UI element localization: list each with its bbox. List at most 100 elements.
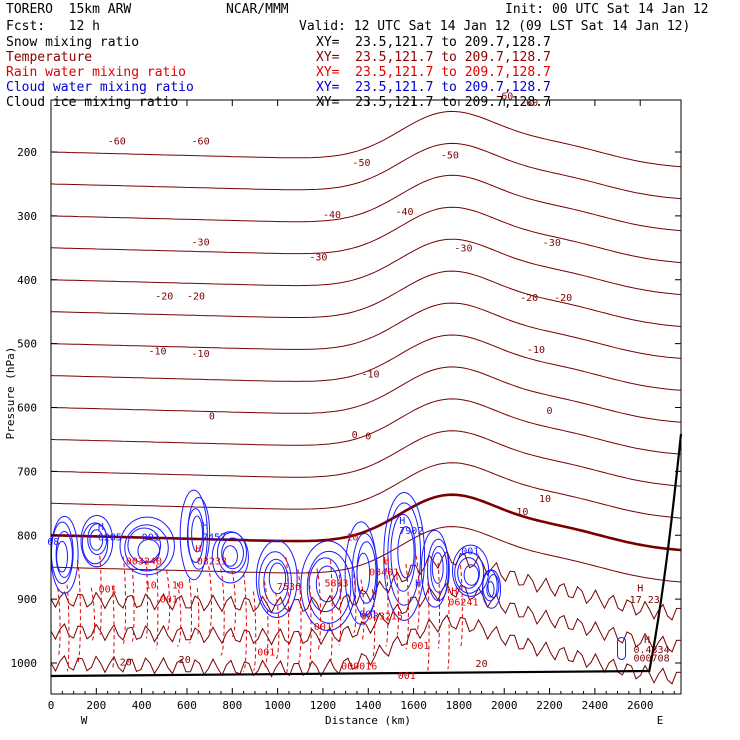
rain-water-contour xyxy=(220,568,225,656)
rain-water-contour xyxy=(66,584,70,672)
cloud-water-label: H xyxy=(98,522,104,533)
isotherm--10 xyxy=(50,430,682,487)
isotherm-label: -40 xyxy=(323,210,341,221)
cloud-water-contour xyxy=(300,540,356,632)
isotherm-5 xyxy=(50,526,682,583)
rain-water-contour xyxy=(353,574,357,634)
x-tick-label: 2200 xyxy=(536,699,563,712)
isotherm-label: 20 xyxy=(120,658,132,669)
cloud-water-contour xyxy=(457,557,480,589)
legend-xy-0: XY= 23.5,121.7 to 209.7,128.7 xyxy=(316,35,551,50)
rain-water-label: 0033215 xyxy=(361,612,403,623)
cloud-water-contour xyxy=(427,538,450,602)
isotherm-label: -20 xyxy=(155,292,173,303)
cloud-water-contour xyxy=(463,564,480,586)
rain-water-contour xyxy=(329,560,333,662)
cloud-water-contour xyxy=(430,545,448,593)
cloud-water-contour xyxy=(397,526,415,579)
isotherm-label: 0 xyxy=(547,406,553,417)
rain-water-contour xyxy=(165,570,171,632)
rain-water-contour xyxy=(122,556,127,645)
isotherm-label: 10 xyxy=(539,494,551,505)
cloud-water-contour xyxy=(87,523,108,555)
rain-water-label: 03233 xyxy=(197,557,227,568)
y-tick-label: 900 xyxy=(17,593,37,606)
isotherm-label: -10 xyxy=(148,346,166,357)
isotherm--30 xyxy=(50,302,682,359)
x-tick-label: 1000 xyxy=(264,699,291,712)
rain-water-contour xyxy=(447,582,450,670)
cloud-water-label: 7457 xyxy=(202,532,226,543)
rain-water-label: 001 xyxy=(257,647,275,658)
rain-water-label: 5893 xyxy=(324,578,348,589)
rain-water-label: 03401 xyxy=(369,567,399,578)
x-tick-label: 600 xyxy=(177,699,197,712)
contour-labels: -60 -60 -60 -60 -50 -50 -40 -40 -30 -30 -30 -30 -20 -… xyxy=(47,92,669,682)
isotherm--25 xyxy=(50,334,682,391)
cloud-water-contour xyxy=(216,531,247,574)
cloud-water-contour xyxy=(50,521,74,585)
isotherm-label: -30 xyxy=(543,238,561,249)
rain-water-label: 001 xyxy=(411,641,429,652)
cloud-water-contour xyxy=(617,636,627,660)
rain-water-contour xyxy=(415,555,420,635)
rain-water-contour xyxy=(99,555,102,636)
cloud-water-contour xyxy=(127,527,162,564)
isotherm-label: -60 xyxy=(192,136,210,147)
isotherm-label: -20 xyxy=(187,292,205,303)
cloud-water-contour xyxy=(255,540,298,618)
y-tick-label: 400 xyxy=(17,274,37,287)
legend-xy-1: XY= 23.5,121.7 to 209.7,128.7 xyxy=(316,50,551,65)
cloud-water-contour xyxy=(351,532,379,616)
y-tick-label: 500 xyxy=(17,338,37,351)
isotherm-label: -20 xyxy=(520,293,538,304)
cloud-water-contour xyxy=(56,540,69,573)
legend-item-3: Cloud water mixing ratio xyxy=(6,80,194,95)
terrain-surface xyxy=(50,433,683,678)
x-tick-label: 0 xyxy=(48,699,55,712)
cloud-water-contour xyxy=(482,569,498,602)
isotherm--35 xyxy=(50,270,682,327)
rain-water-label: 10 xyxy=(346,532,358,543)
isotherm--50 xyxy=(50,174,682,232)
isotherm-label: -50 xyxy=(441,150,459,161)
isotherm-label: 0 xyxy=(209,412,215,423)
cloud-water-contour xyxy=(186,508,205,563)
rain-water-contour xyxy=(231,570,236,637)
y-tick-label: 200 xyxy=(17,146,37,159)
rain-water-contour xyxy=(252,591,257,672)
cloud-water-label: H xyxy=(399,516,405,527)
x-axis-label: Distance (km) xyxy=(325,714,411,727)
cloud-water-contour xyxy=(344,521,378,625)
rain-water-contour xyxy=(360,579,365,642)
legend-item-2: Rain water mixing ratio xyxy=(6,65,187,80)
rain-water-contour xyxy=(196,588,200,636)
rain-water-contour xyxy=(176,582,182,647)
cloud-water-contour xyxy=(263,558,289,606)
isotherm-label: 0 xyxy=(365,431,371,442)
isotherm--45 xyxy=(50,206,682,264)
rain-water-contour xyxy=(385,561,389,647)
rain-water-label: H xyxy=(195,544,201,555)
cloud-water-contour xyxy=(124,524,169,572)
legend-item-1: Temperature xyxy=(6,50,93,65)
cloud-water-label: 7902 xyxy=(399,526,423,537)
isotherm-label: -30 xyxy=(192,237,210,248)
cloud-water-contour xyxy=(81,522,109,565)
rain-water-contour xyxy=(338,574,342,646)
model-label: TORERO 15km ARW xyxy=(6,2,132,17)
isotherm--40 xyxy=(50,238,682,295)
cloud-water-label: 68 xyxy=(47,537,59,548)
isotherm--20 xyxy=(50,366,682,423)
rain-water-label: 10 xyxy=(145,580,157,591)
extremum-label: 0.4334 xyxy=(633,645,669,656)
rain-water-label: 000016 xyxy=(341,661,377,672)
rain-water-contour xyxy=(263,581,269,667)
isotherm-label: -30 xyxy=(454,244,472,255)
cloud-water-contour xyxy=(356,552,371,595)
isotherm-label: -10 xyxy=(362,369,380,380)
cloud-water-contour xyxy=(80,515,114,568)
rain-water-contours xyxy=(57,555,463,676)
rain-water-contour xyxy=(242,573,247,673)
